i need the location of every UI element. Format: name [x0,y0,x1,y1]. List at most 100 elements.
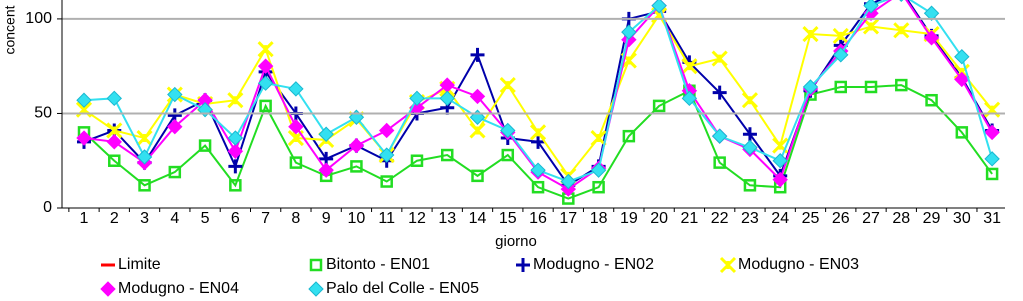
legend-marker [309,258,323,272]
legend-label: Modugno - EN03 [738,256,859,273]
data-point [772,171,788,188]
data-point [136,129,153,147]
data-point [802,79,819,95]
data-point [832,27,849,44]
x-tick-label: 11 [378,210,395,227]
data-point [742,139,758,156]
data-point [108,154,121,167]
data-point [318,126,334,142]
data-point [227,143,244,159]
data-point [923,5,940,21]
data-point [592,180,605,194]
data-point [834,80,847,94]
data-point [621,24,637,40]
data-point [681,58,698,75]
data-point [227,130,244,146]
legend-label: Limite [118,256,161,273]
data-point [138,179,151,192]
data-point [471,169,484,183]
data-point [984,151,1000,167]
data-point [228,159,243,174]
data-point [197,101,213,118]
legend-label: Modugno - EN04 [118,280,239,297]
x-tick-label: 21 [681,210,699,227]
data-point [864,80,878,94]
data-point [409,90,425,107]
data-point [500,122,516,139]
data-point [348,109,365,125]
data-point [711,128,728,144]
x-tick-label: 25 [802,210,820,227]
data-point [622,129,636,143]
data-point [259,99,272,113]
data-point [985,167,999,181]
legend-marker [719,256,737,274]
data-point [531,134,546,149]
data-point [590,162,607,178]
x-tick-label: 7 [261,210,270,227]
series-line [83,0,993,187]
data-point [469,109,486,125]
data-point [380,175,393,188]
data-point [651,0,667,14]
x-tick-label: 26 [832,210,850,227]
x-tick-label: 9 [322,210,331,227]
x-tick-label: 13 [438,210,456,227]
data-point [198,139,212,152]
x-tick-label: 10 [348,210,366,227]
data-point [923,30,940,46]
data-point [772,153,788,169]
series-line [83,13,993,178]
data-point [862,18,880,35]
x-tick-label: 16 [529,210,547,227]
data-point [590,129,607,147]
x-tick-label: 31 [983,210,1001,227]
data-point [893,22,910,39]
x-tick-label: 22 [711,210,729,227]
x-tick-label: 14 [469,210,487,227]
data-point [681,90,698,107]
legend-marker [100,281,116,297]
x-tick-label: 5 [201,210,210,227]
data-point [743,179,757,192]
data-point [350,160,363,173]
y-tick-label: 50 [34,105,52,122]
data-point [106,134,122,150]
x-tick-label: 19 [620,210,638,227]
legend-label: Palo del Colle - EN05 [326,280,479,297]
y-tick-label: 100 [25,10,52,27]
data-point [652,99,666,113]
data-point [257,41,274,58]
x-tick-label: 1 [80,210,89,227]
x-tick-label: 29 [923,210,941,227]
data-point [167,86,183,103]
x-tick-label: 6 [231,210,240,227]
data-point [106,90,122,107]
data-point [229,179,242,192]
x-tick-label: 20 [650,210,668,227]
data-point [954,71,970,88]
data-point [106,122,123,139]
data-point [378,122,395,139]
data-point [501,148,515,162]
legend-label: Modugno - EN02 [533,256,654,273]
data-point [899,0,904,3]
data-point [318,162,334,178]
legend-marker [516,258,530,272]
data-point [439,90,455,107]
x-tick-label: 12 [408,210,426,227]
data-point [469,122,486,139]
data-point [712,85,727,100]
x-tick-label: 28 [892,210,910,227]
data-point [440,148,454,162]
data-point [288,81,304,97]
x-tick-label: 18 [590,210,608,227]
data-point [76,92,92,108]
data-point [984,124,1000,141]
data-point [168,165,182,179]
x-tick-label: 2 [110,210,119,227]
data-point [167,118,183,135]
data-point [954,49,970,65]
data-point [348,137,365,154]
